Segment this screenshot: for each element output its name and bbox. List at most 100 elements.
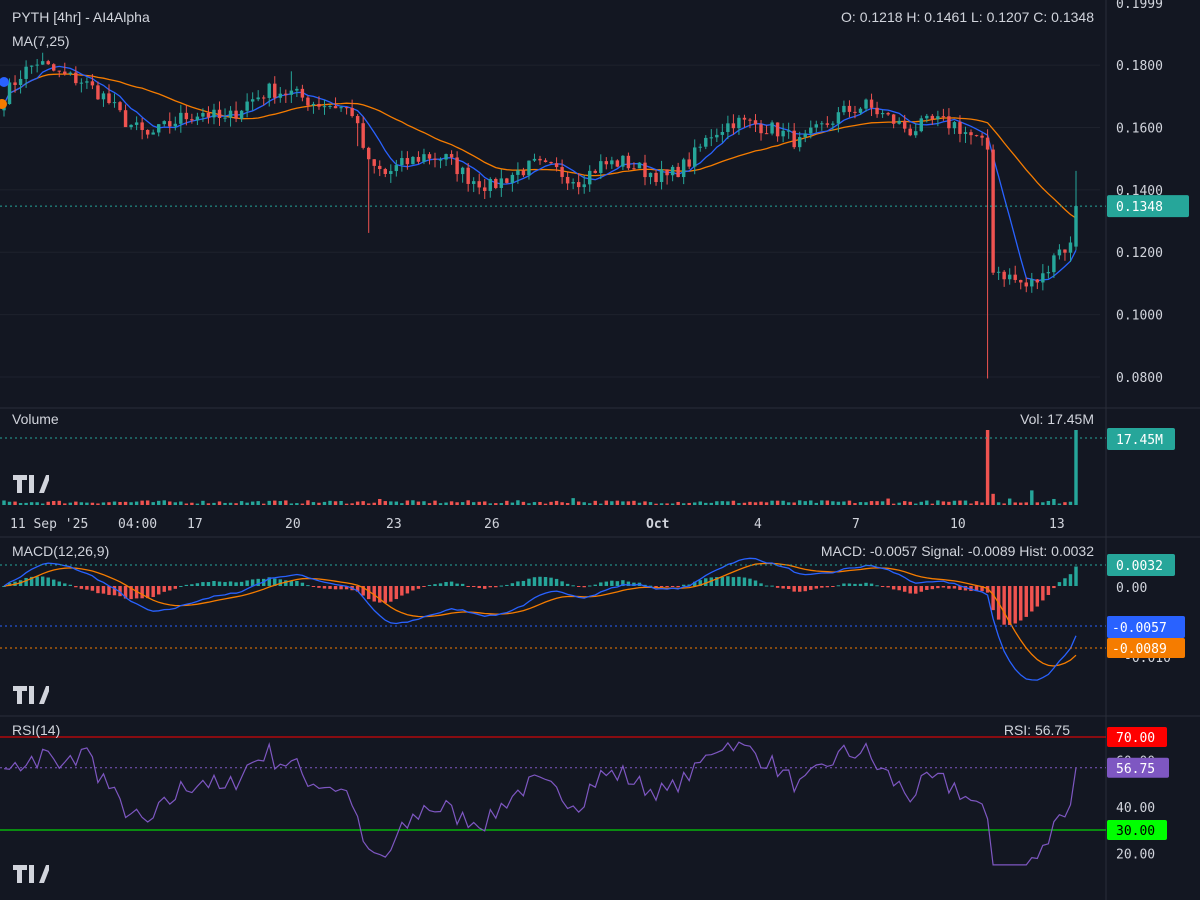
candle-body (604, 161, 609, 165)
candle-body (565, 176, 570, 184)
candle-body (344, 107, 349, 109)
candle-body (378, 165, 382, 170)
volume-bar (643, 501, 647, 505)
macd-hist-bar (582, 586, 586, 588)
volume-bar (289, 503, 294, 505)
macd-hist-bar (1063, 578, 1067, 586)
macd-hist-bar (284, 580, 288, 586)
candle-body (560, 167, 564, 177)
volume-bar (731, 500, 736, 505)
candle-body (665, 169, 669, 176)
macd-hist-bar (96, 586, 100, 594)
macd-hist-bar (79, 586, 84, 589)
rsi-value-tag: 56.75 (1116, 762, 1155, 777)
volume-bar (869, 501, 874, 505)
candle-body (985, 137, 990, 150)
candle-body (637, 162, 642, 169)
candle-body (333, 106, 338, 109)
macd-hist-bar (759, 583, 763, 586)
candle-body (1041, 273, 1045, 283)
time-axis-label: 23 (386, 517, 402, 532)
volume-label[interactable]: Volume (12, 411, 59, 427)
candle-body (460, 167, 465, 175)
candle-body (46, 61, 50, 65)
macd-hist-bar (538, 576, 542, 586)
candle-body (996, 271, 1001, 273)
macd-label[interactable]: MACD(12,26,9) (12, 543, 110, 559)
macd-hist-bar (731, 577, 736, 586)
macd-hist-bar (643, 584, 647, 586)
candle-body (35, 64, 39, 66)
volume-bar (466, 500, 470, 505)
macd-hist-bar (941, 586, 946, 588)
volume-bar (875, 501, 879, 505)
macd-hist-bar (853, 583, 857, 586)
candle-body (715, 134, 719, 138)
candle-body (449, 154, 454, 158)
macd-hist-bar (179, 585, 183, 587)
volume-bar (670, 503, 675, 505)
volume-bar (234, 503, 238, 505)
time-axis-label: 17 (187, 517, 203, 532)
macd-hist-bar (499, 585, 504, 587)
candle-body (864, 99, 868, 109)
volume-bar (427, 503, 432, 505)
candle-body (709, 137, 714, 139)
time-axis-label: 04:00 (118, 517, 157, 532)
macd-hist-bar (1052, 586, 1056, 589)
volume-bar (687, 502, 691, 505)
macd-hist-bar (471, 586, 476, 587)
ma7-line (3, 65, 1077, 282)
macd-hist-bar (980, 586, 984, 592)
candle-body (742, 117, 747, 120)
candle-body (836, 112, 841, 124)
macd-hist-bar (433, 584, 437, 586)
time-axis-label: 7 (852, 517, 860, 532)
ma-indicator-label[interactable]: MA(7,25) (12, 33, 70, 49)
candle-body (184, 112, 189, 120)
last-price-tag-bg (1107, 195, 1189, 218)
ma7-marker (0, 77, 9, 87)
candle-body (1074, 206, 1078, 247)
volume-bar (1030, 490, 1034, 505)
volume-bar (449, 501, 454, 505)
macd-hist-bar (46, 577, 50, 586)
candle-body (549, 162, 553, 164)
macd-hist-bar (449, 581, 454, 586)
macd-hist-bar (880, 586, 885, 587)
volume-bar (306, 500, 310, 505)
macd-hist-bar (825, 586, 830, 588)
volume-bar (168, 501, 172, 505)
volume-bar (621, 501, 625, 505)
price-axis-label: 0.1999 (1116, 0, 1163, 12)
candle-body (168, 121, 172, 127)
volume-bar (510, 502, 515, 505)
volume-bar (985, 430, 990, 505)
macd-hist-bar (748, 578, 752, 586)
candle-body (576, 182, 581, 188)
rsi-label[interactable]: RSI(14) (12, 722, 61, 738)
macd-hist-bar (797, 586, 802, 592)
candle-body (753, 120, 758, 125)
rsi-overbought-tag-bg (1107, 727, 1167, 747)
candle-body (963, 132, 968, 134)
candle-body (107, 93, 111, 104)
macd-hist-bar (549, 577, 553, 586)
time-axis-label: 11 Sep '25 (10, 517, 88, 532)
candle-body (499, 178, 504, 188)
volume-bar (328, 500, 332, 505)
volume-bar (941, 501, 946, 505)
candle-body (162, 121, 166, 125)
volume-bar (831, 501, 835, 505)
volume-bar (494, 503, 498, 505)
candle-body (936, 116, 940, 120)
candle-body (13, 82, 17, 85)
candle-body (764, 133, 769, 135)
volume-bar (1019, 502, 1023, 505)
volume-bar (626, 501, 631, 505)
macd-hist-bar (847, 583, 852, 586)
candle-body (96, 85, 100, 100)
candle-body (383, 169, 387, 174)
volume-bar (908, 501, 912, 505)
